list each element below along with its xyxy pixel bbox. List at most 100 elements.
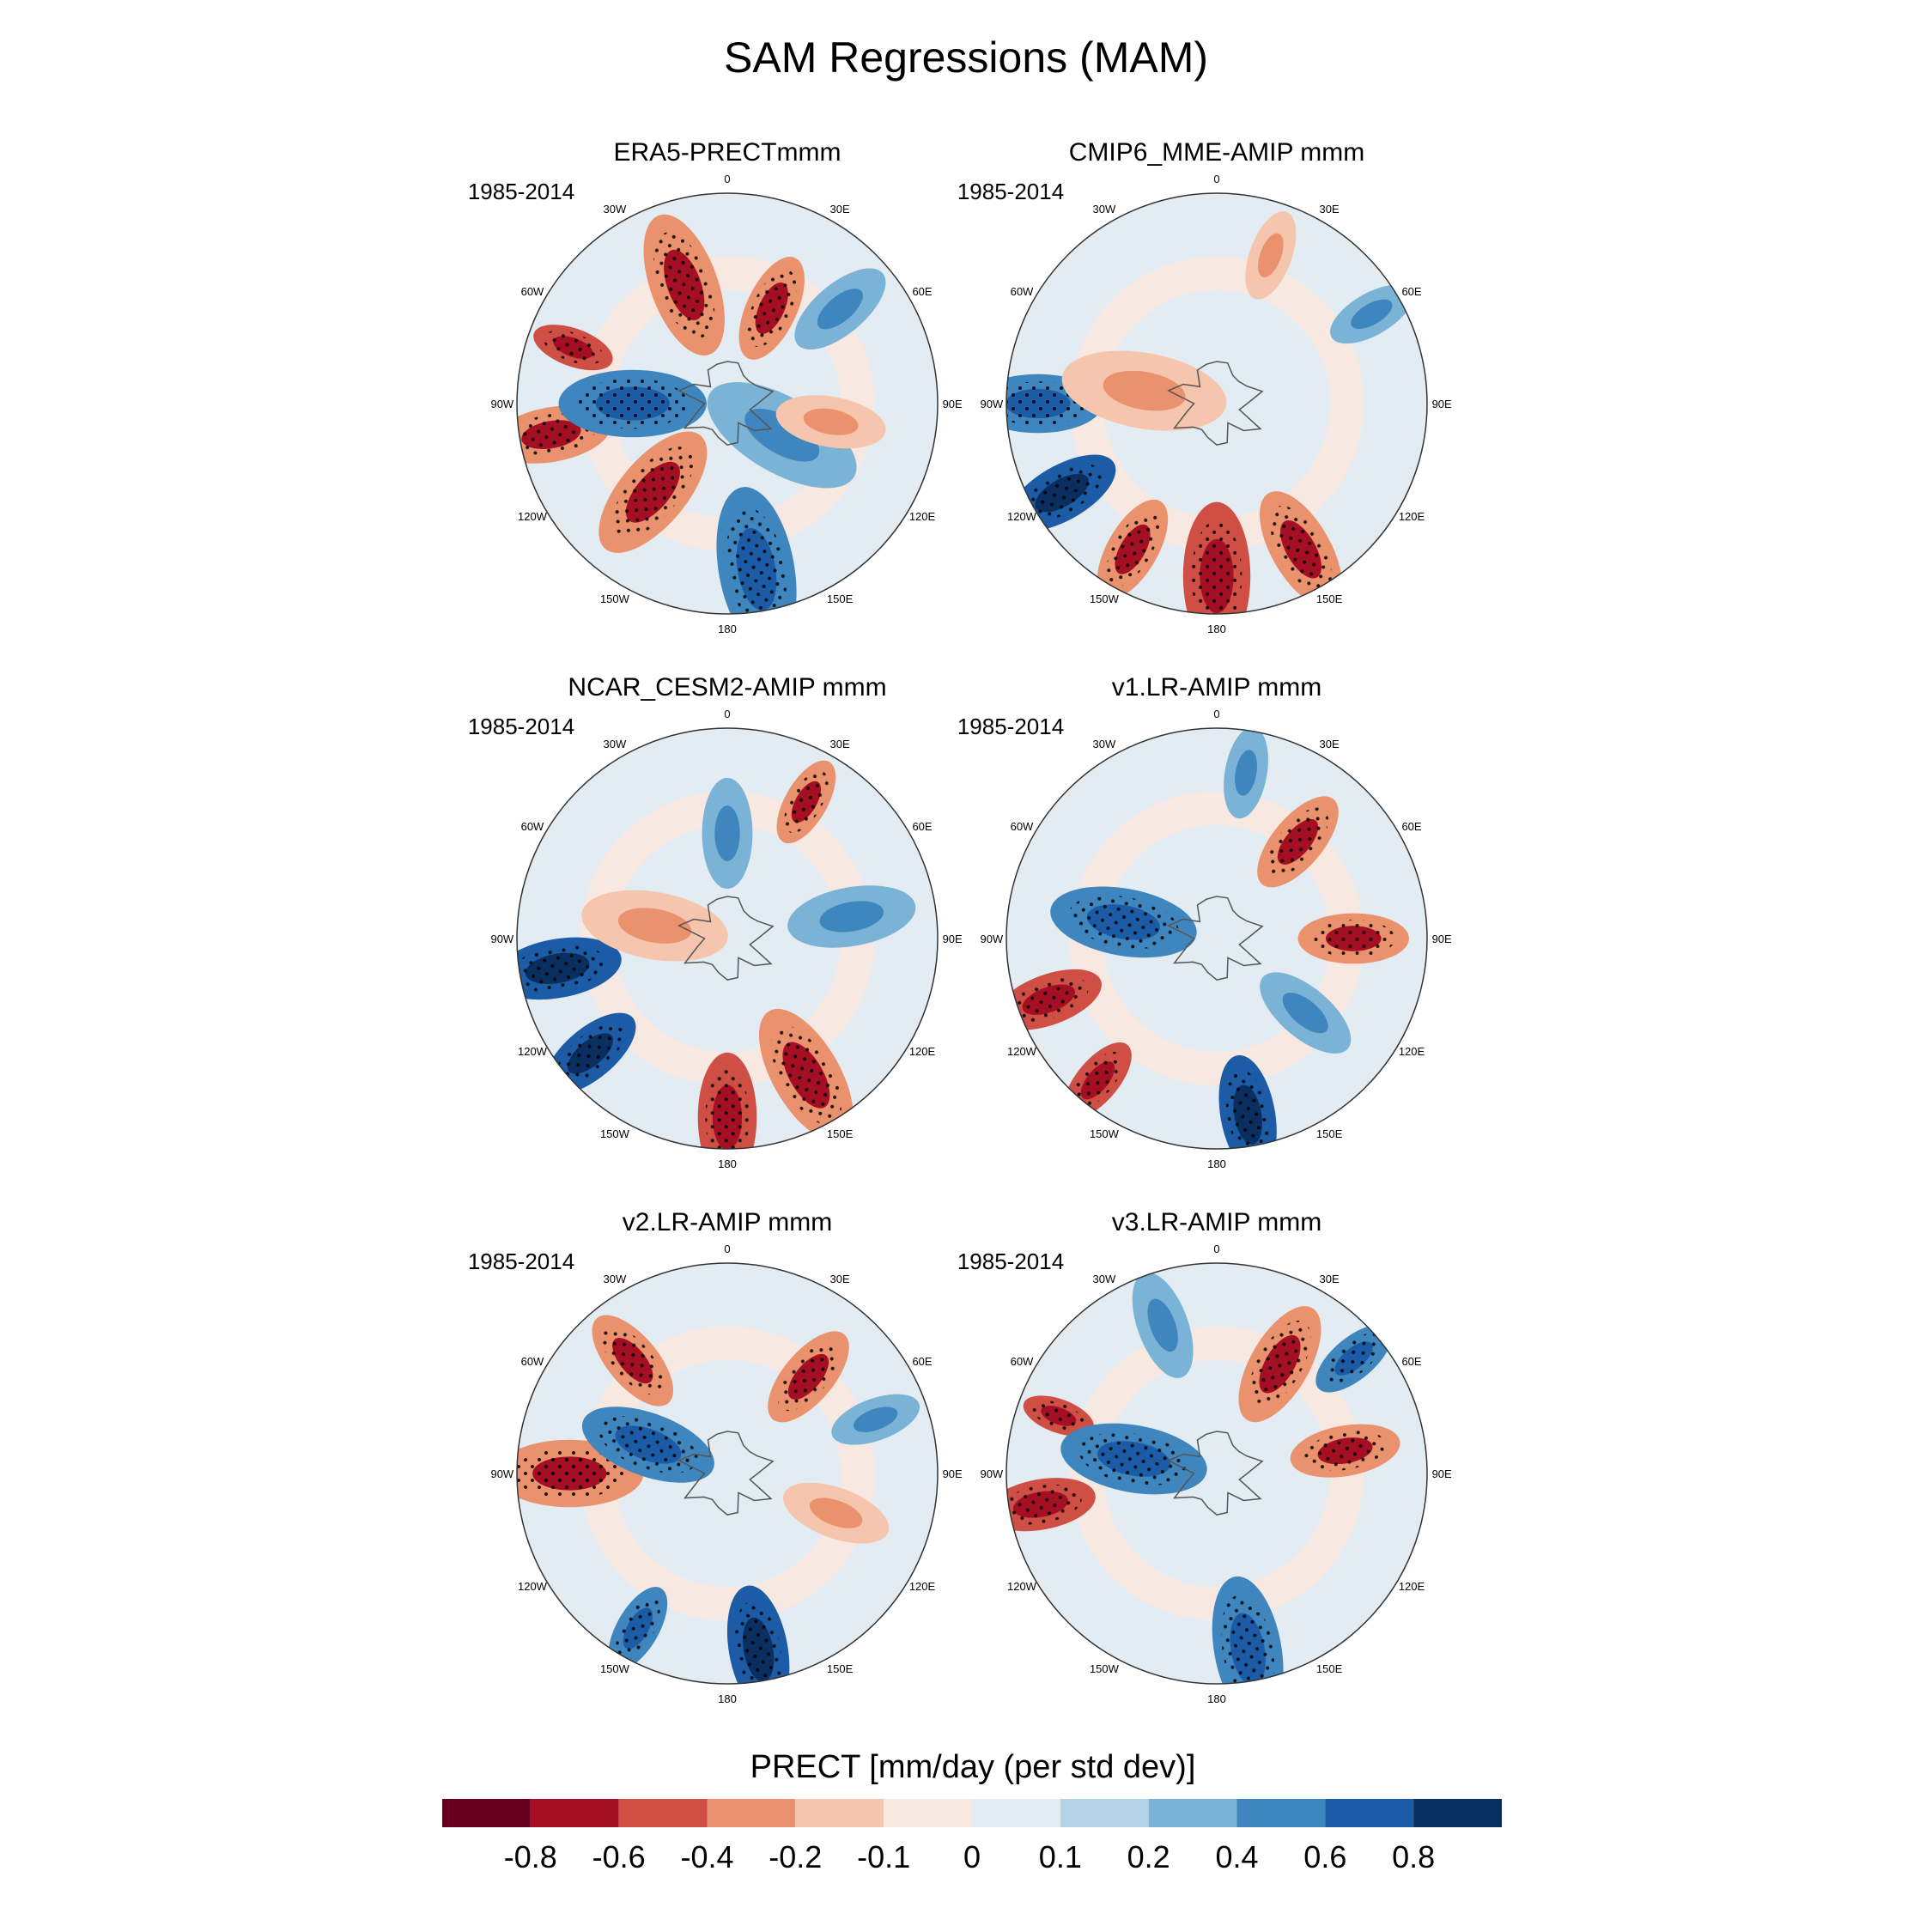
longitude-label: 90E	[1432, 933, 1452, 945]
stipple-region	[1269, 506, 1333, 593]
longitude-label: 180	[1207, 1157, 1226, 1170]
longitude-label: 0	[724, 1242, 730, 1255]
colorbar-tick-label: 0.1	[1039, 1839, 1082, 1874]
longitude-label: 30E	[830, 738, 850, 750]
longitude-label: 60W	[1011, 285, 1034, 298]
longitude-label: 120E	[909, 1580, 936, 1593]
panel-grid: ERA5-PRECTmmm 1985-2014 0 30E 60E 90E 120E 150E…	[468, 138, 1452, 1705]
stipple-region	[598, 1416, 698, 1473]
longitude-label: 120E	[1399, 1580, 1425, 1593]
longitude-label: 30W	[604, 1273, 627, 1285]
map-panel: v3.LR-AMIP mmm 1985-2014 0 30E 60E 90E 120E 150…	[957, 1208, 1452, 1705]
antarctica-coastline	[677, 361, 775, 446]
stipple-region	[577, 378, 689, 429]
precip-field	[1006, 1263, 1427, 1684]
longitude-label: 150E	[827, 592, 854, 605]
stipple-region	[1106, 512, 1159, 587]
longitude-label: 30W	[1093, 1273, 1116, 1285]
longitude-label: 180	[1207, 1692, 1226, 1705]
longitude-label: 120W	[518, 510, 548, 523]
longitude-label: 30E	[830, 203, 850, 216]
map-panel: ERA5-PRECTmmm 1985-2014 0 30E 60E 90E 120E 150E…	[468, 138, 963, 635]
longitude-label: 120W	[518, 1580, 548, 1593]
longitude-label: 150W	[1090, 1127, 1120, 1140]
longitude-label: 30E	[830, 1273, 850, 1285]
longitude-label: 120E	[1399, 510, 1425, 523]
colorbar-swatch	[1325, 1799, 1414, 1827]
longitude-label: 180	[718, 1692, 737, 1705]
longitude-label: 0	[1213, 708, 1219, 720]
panel-period: 1985-2014	[468, 1249, 574, 1274]
precip-field	[517, 728, 938, 1149]
map-boundary	[516, 727, 939, 1150]
longitude-label: 150W	[1090, 592, 1120, 605]
colorbar-swatch	[530, 1799, 619, 1827]
stipple-region	[778, 1342, 839, 1412]
longitude-label: 90W	[980, 933, 1003, 945]
anomaly-core	[853, 1406, 898, 1432]
longitude-label: 60E	[1401, 820, 1421, 833]
stipple-region	[705, 1068, 750, 1149]
longitude-label: 30E	[1320, 203, 1340, 216]
stipple-region	[1191, 520, 1242, 614]
colorbar-swatch	[1148, 1799, 1237, 1827]
colorbar-tick-label: 0.8	[1392, 1839, 1435, 1874]
stipple-region	[1006, 381, 1087, 426]
stipple-region	[1072, 1052, 1123, 1109]
stipple-region	[1325, 1333, 1382, 1384]
longitude-label: 30E	[1320, 738, 1340, 750]
panel-title: NCAR_CESM2-AMIP mmm	[568, 673, 886, 702]
longitude-label: 60E	[1401, 1355, 1421, 1368]
longitude-label: 150E	[1316, 1127, 1343, 1140]
anomaly-core	[1351, 299, 1393, 330]
anomaly-core	[1282, 992, 1328, 1034]
colorbar-tick-label: -0.1	[857, 1839, 910, 1874]
stipple-region	[1006, 1484, 1082, 1525]
longitude-label: 180	[718, 623, 737, 635]
longitude-label: 0	[1213, 173, 1219, 185]
stipple-region	[1225, 1070, 1270, 1149]
panel-period: 1985-2014	[957, 1249, 1064, 1274]
longitude-label: 120E	[909, 1045, 936, 1058]
stipple-region	[747, 270, 797, 347]
stipple-region	[784, 770, 829, 834]
longitude-label: 90E	[943, 933, 963, 945]
longitude-label: 90W	[980, 398, 1003, 410]
anomaly-core	[803, 408, 859, 435]
longitude-label: 120E	[1399, 1045, 1425, 1058]
longitude-label: 180	[718, 1157, 737, 1170]
stipple-region	[1249, 1321, 1311, 1408]
longitude-label: 60E	[912, 285, 932, 298]
figure-title: SAM Regressions (MAM)	[724, 33, 1208, 82]
stipple-region	[1221, 1595, 1275, 1684]
colorbar-tick-label: -0.4	[680, 1839, 733, 1874]
longitude-label: 90E	[943, 398, 963, 410]
longitude-label: 0	[724, 173, 730, 185]
longitude-label: 150W	[600, 592, 630, 605]
colorbar-tick-label: 0.6	[1303, 1839, 1346, 1874]
panel-title: CMIP6_MME-AMIP mmm	[1069, 138, 1364, 167]
longitude-label: 60W	[1011, 1355, 1034, 1368]
colorbar-swatch	[618, 1799, 708, 1827]
longitude-label: 0	[1213, 1242, 1219, 1255]
anomaly-core	[617, 908, 692, 944]
stipple-region	[602, 1326, 664, 1395]
longitude-label: 90E	[943, 1467, 963, 1480]
longitude-label: 120W	[1007, 510, 1037, 523]
stipple-region	[1303, 1431, 1387, 1471]
colorbar-swatch	[884, 1799, 972, 1827]
longitude-label: 150E	[1316, 1662, 1343, 1675]
antarctica-coastline	[1167, 896, 1264, 981]
longitude-label: 90W	[490, 933, 513, 945]
map-boundary	[1005, 192, 1428, 615]
panel-title: v3.LR-AMIP mmm	[1112, 1208, 1321, 1236]
stipple-region	[726, 507, 787, 614]
longitude-label: 180	[1207, 623, 1226, 635]
antarctica-coastline	[677, 1431, 775, 1516]
map-panel: v2.LR-AMIP mmm 1985-2014 0 30E 60E 90E 120E 150…	[468, 1208, 963, 1705]
map-panel: v1.LR-AMIP mmm 1985-2014 0 30E 60E 90E 120E 150…	[957, 673, 1452, 1170]
longitude-label: 60E	[912, 820, 932, 833]
stipple-region	[1021, 464, 1103, 522]
colorbar-tick-label: 0.2	[1127, 1839, 1170, 1874]
